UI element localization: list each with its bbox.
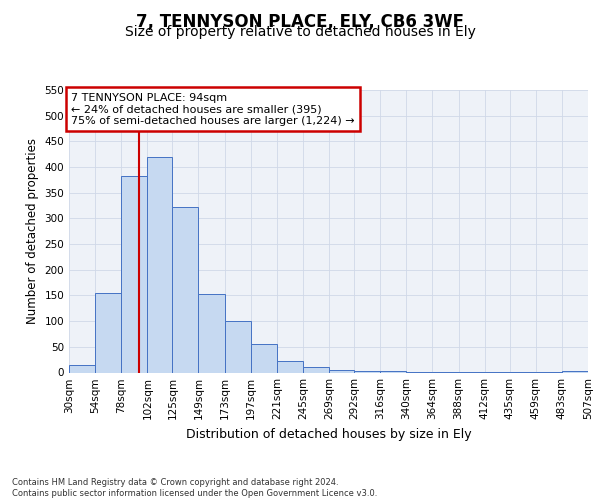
Text: Contains HM Land Registry data © Crown copyright and database right 2024.
Contai: Contains HM Land Registry data © Crown c… — [12, 478, 377, 498]
Bar — [148, 157, 172, 372]
Bar — [69, 365, 95, 372]
Y-axis label: Number of detached properties: Number of detached properties — [26, 138, 39, 324]
Bar — [562, 371, 588, 372]
Bar — [224, 321, 251, 372]
Text: 7 TENNYSON PLACE: 94sqm
← 24% of detached houses are smaller (395)
75% of semi-d: 7 TENNYSON PLACE: 94sqm ← 24% of detache… — [71, 92, 355, 126]
Text: Size of property relative to detached houses in Ely: Size of property relative to detached ho… — [125, 25, 475, 39]
Bar — [251, 344, 277, 372]
Bar — [95, 293, 121, 372]
Bar — [277, 361, 303, 372]
Bar — [329, 370, 354, 372]
Bar — [199, 294, 224, 372]
Text: 7, TENNYSON PLACE, ELY, CB6 3WF: 7, TENNYSON PLACE, ELY, CB6 3WF — [136, 12, 464, 30]
Bar — [172, 207, 199, 372]
X-axis label: Distribution of detached houses by size in Ely: Distribution of detached houses by size … — [185, 428, 472, 441]
Bar — [303, 368, 329, 372]
Bar — [121, 176, 148, 372]
